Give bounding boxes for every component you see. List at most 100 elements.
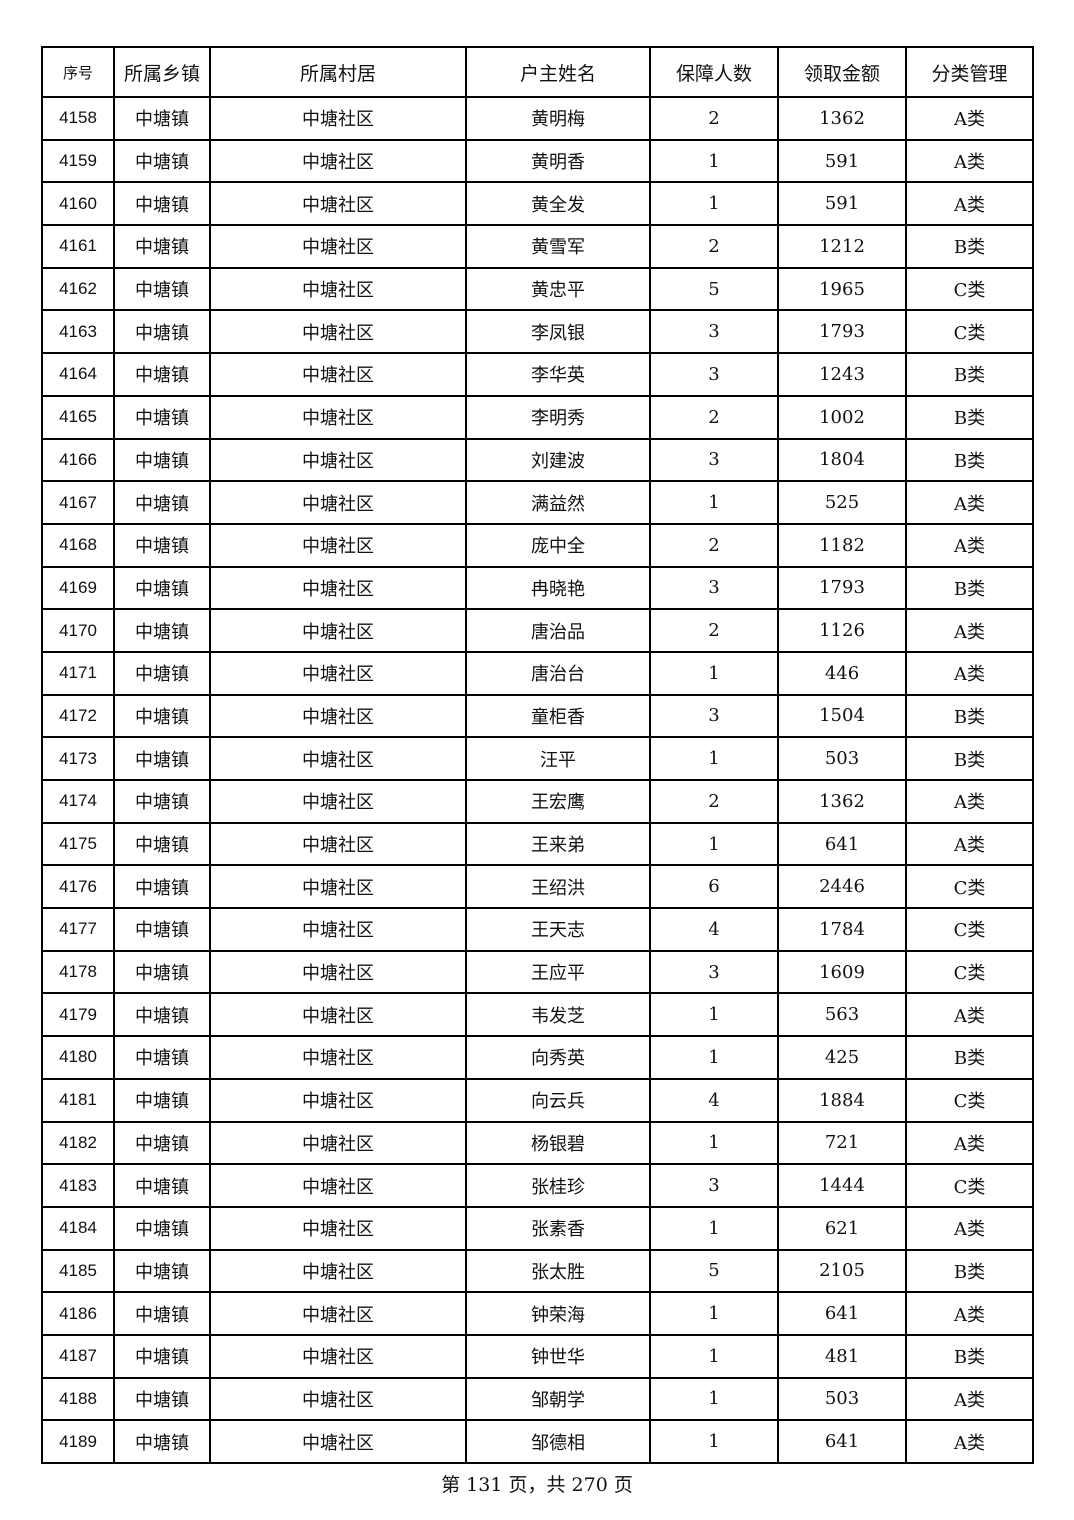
cell-covered-persons: 3 — [649, 693, 779, 739]
cell-covered-persons: 1 — [649, 821, 779, 867]
cell-township: 中塘镇 — [113, 992, 211, 1038]
cell-village: 中塘社区 — [209, 1248, 467, 1294]
table-row: 4171 中塘镇 中塘社区 唐治台 1 446 A类 — [41, 650, 1034, 696]
cell-township: 中塘镇 — [113, 650, 211, 696]
cell-township: 中塘镇 — [113, 1248, 211, 1294]
cell-serial-number: 4168 — [41, 522, 115, 568]
table-row: 4168 中塘镇 中塘社区 庞中全 2 1182 A类 — [41, 522, 1034, 568]
table-row: 4158 中塘镇 中塘社区 黄明梅 2 1362 A类 — [41, 96, 1034, 141]
cell-covered-persons: 1 — [649, 1419, 779, 1464]
cell-village: 中塘社区 — [209, 1163, 467, 1208]
cell-serial-number: 4165 — [41, 394, 115, 440]
cell-covered-persons: 3 — [649, 565, 779, 611]
cell-village: 中塘社区 — [209, 736, 467, 781]
cell-covered-persons: 1 — [649, 1035, 779, 1080]
cell-household-head: 李凤银 — [465, 309, 651, 355]
cell-household-head: 汪平 — [465, 736, 651, 781]
table-row: 4170 中塘镇 中塘社区 唐治品 2 1126 A类 — [41, 608, 1034, 653]
cell-village: 中塘社区 — [209, 96, 467, 141]
cell-category: B类 — [905, 565, 1034, 611]
cell-township: 中塘镇 — [113, 1120, 211, 1166]
table-row: 4185 中塘镇 中塘社区 张太胜 5 2105 B类 — [41, 1248, 1034, 1294]
cell-township: 中塘镇 — [113, 1035, 211, 1080]
cell-village: 中塘社区 — [209, 1333, 467, 1379]
cell-category: C类 — [905, 907, 1034, 952]
cell-household-head: 邹德相 — [465, 1419, 651, 1464]
cell-household-head: 钟世华 — [465, 1333, 651, 1379]
cell-amount: 1002 — [777, 394, 907, 440]
cell-amount: 641 — [777, 821, 907, 867]
table-row: 4188 中塘镇 中塘社区 邹朝学 1 503 A类 — [41, 1376, 1034, 1422]
cell-household-head: 黄明香 — [465, 138, 651, 184]
cell-village: 中塘社区 — [209, 821, 467, 867]
cell-serial-number: 4177 — [41, 907, 115, 952]
table-row: 4189 中塘镇 中塘社区 邹德相 1 641 A类 — [41, 1419, 1034, 1464]
cell-serial-number: 4181 — [41, 1077, 115, 1123]
cell-covered-persons: 5 — [649, 266, 779, 312]
cell-serial-number: 4187 — [41, 1333, 115, 1379]
cell-household-head: 王来弟 — [465, 821, 651, 867]
table-row: 4167 中塘镇 中塘社区 满益然 1 525 A类 — [41, 480, 1034, 525]
cell-serial-number: 4183 — [41, 1163, 115, 1208]
cell-serial-number: 4169 — [41, 565, 115, 611]
cell-category: A类 — [905, 608, 1034, 653]
cell-village: 中塘社区 — [209, 1419, 467, 1464]
cell-serial-number: 4176 — [41, 864, 115, 910]
cell-village: 中塘社区 — [209, 992, 467, 1038]
cell-serial-number: 4173 — [41, 736, 115, 781]
cell-township: 中塘镇 — [113, 437, 211, 483]
cell-township: 中塘镇 — [113, 1419, 211, 1464]
cell-township: 中塘镇 — [113, 181, 211, 227]
cell-village: 中塘社区 — [209, 608, 467, 653]
cell-covered-persons: 3 — [649, 1163, 779, 1208]
column-header-covered-persons: 保障人数 — [649, 46, 779, 98]
cell-village: 中塘社区 — [209, 779, 467, 824]
cell-township: 中塘镇 — [113, 352, 211, 397]
column-header-household-head: 户主姓名 — [465, 46, 651, 98]
cell-category: A类 — [905, 181, 1034, 227]
cell-amount: 2446 — [777, 864, 907, 910]
cell-township: 中塘镇 — [113, 1291, 211, 1336]
cell-household-head: 向云兵 — [465, 1077, 651, 1123]
table-row: 4163 中塘镇 中塘社区 李凤银 3 1793 C类 — [41, 309, 1034, 355]
cell-village: 中塘社区 — [209, 1205, 467, 1251]
cell-serial-number: 4162 — [41, 266, 115, 312]
cell-township: 中塘镇 — [113, 1077, 211, 1123]
cell-amount: 1362 — [777, 779, 907, 824]
cell-category: A类 — [905, 522, 1034, 568]
cell-township: 中塘镇 — [113, 1376, 211, 1422]
cell-covered-persons: 3 — [649, 437, 779, 483]
cell-village: 中塘社区 — [209, 181, 467, 227]
cell-serial-number: 4189 — [41, 1419, 115, 1464]
cell-household-head: 杨银碧 — [465, 1120, 651, 1166]
cell-amount: 621 — [777, 1205, 907, 1251]
cell-amount: 1212 — [777, 224, 907, 269]
cell-village: 中塘社区 — [209, 437, 467, 483]
cell-covered-persons: 3 — [649, 949, 779, 995]
cell-amount: 1793 — [777, 565, 907, 611]
cell-village: 中塘社区 — [209, 480, 467, 525]
cell-township: 中塘镇 — [113, 394, 211, 440]
cell-village: 中塘社区 — [209, 1291, 467, 1336]
cell-amount: 1884 — [777, 1077, 907, 1123]
table-row: 4172 中塘镇 中塘社区 童柜香 3 1504 B类 — [41, 693, 1034, 739]
cell-category: B类 — [905, 736, 1034, 781]
cell-household-head: 王天志 — [465, 907, 651, 952]
cell-category: A类 — [905, 1120, 1034, 1166]
table-row: 4175 中塘镇 中塘社区 王来弟 1 641 A类 — [41, 821, 1034, 867]
cell-household-head: 冉晓艳 — [465, 565, 651, 611]
cell-covered-persons: 1 — [649, 992, 779, 1038]
cell-category: A类 — [905, 1376, 1034, 1422]
cell-township: 中塘镇 — [113, 224, 211, 269]
cell-township: 中塘镇 — [113, 138, 211, 184]
cell-household-head: 李华英 — [465, 352, 651, 397]
cell-category: B类 — [905, 352, 1034, 397]
cell-covered-persons: 1 — [649, 1291, 779, 1336]
cell-village: 中塘社区 — [209, 522, 467, 568]
cell-township: 中塘镇 — [113, 480, 211, 525]
cell-village: 中塘社区 — [209, 949, 467, 995]
cell-household-head: 张桂珍 — [465, 1163, 651, 1208]
cell-amount: 1965 — [777, 266, 907, 312]
cell-township: 中塘镇 — [113, 1163, 211, 1208]
table-row: 4181 中塘镇 中塘社区 向云兵 4 1884 C类 — [41, 1077, 1034, 1123]
